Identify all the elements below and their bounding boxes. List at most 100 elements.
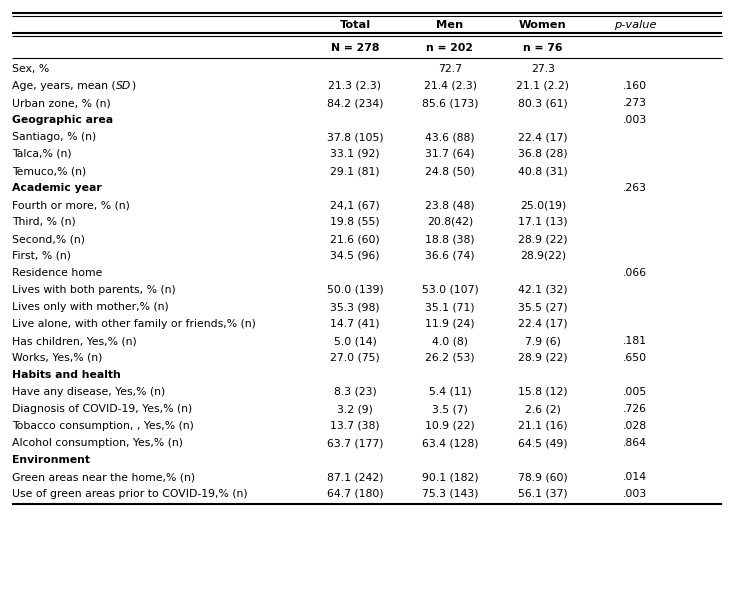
Text: 24.8 (50): 24.8 (50) — [425, 166, 475, 176]
Text: First, % (n): First, % (n) — [12, 251, 71, 261]
Text: Total: Total — [339, 20, 371, 30]
Text: Temuco,% (n): Temuco,% (n) — [12, 166, 87, 176]
Text: 28.9 (22): 28.9 (22) — [518, 234, 568, 244]
Text: .273: .273 — [623, 98, 647, 108]
Text: 20.8(42): 20.8(42) — [427, 217, 473, 227]
Text: 84.2 (234): 84.2 (234) — [327, 98, 383, 108]
Text: .066: .066 — [623, 268, 647, 278]
Text: .014: .014 — [623, 472, 647, 482]
Text: 25.0(19): 25.0(19) — [520, 200, 566, 210]
Text: Academic year: Academic year — [12, 183, 102, 193]
Text: 63.4 (128): 63.4 (128) — [422, 438, 479, 448]
Text: Have any disease, Yes,% (n): Have any disease, Yes,% (n) — [12, 387, 165, 397]
Text: Urban zone, % (n): Urban zone, % (n) — [12, 98, 111, 108]
Text: Tobacco consumption, , Yes,% (n): Tobacco consumption, , Yes,% (n) — [12, 421, 194, 431]
Text: .005: .005 — [623, 387, 647, 397]
Text: 21.1 (2.2): 21.1 (2.2) — [517, 81, 570, 91]
Text: 31.7 (64): 31.7 (64) — [425, 149, 475, 159]
Text: 78.9 (60): 78.9 (60) — [518, 472, 568, 482]
Text: Talca,% (n): Talca,% (n) — [12, 149, 72, 159]
Text: Santiago, % (n): Santiago, % (n) — [12, 132, 96, 142]
Text: .181: .181 — [623, 336, 647, 346]
Text: Second,% (n): Second,% (n) — [12, 234, 85, 244]
Text: Has children, Yes,% (n): Has children, Yes,% (n) — [12, 336, 137, 346]
Text: 87.1 (242): 87.1 (242) — [327, 472, 383, 482]
Text: 5.4 (11): 5.4 (11) — [429, 387, 471, 397]
Text: n = 76: n = 76 — [523, 43, 563, 53]
Text: N = 278: N = 278 — [331, 43, 379, 53]
Text: 42.1 (32): 42.1 (32) — [518, 285, 568, 295]
Text: .160: .160 — [623, 81, 647, 91]
Text: 36.8 (28): 36.8 (28) — [518, 149, 568, 159]
Text: Green areas near the home,% (n): Green areas near the home,% (n) — [12, 472, 195, 482]
Text: 28.9(22): 28.9(22) — [520, 251, 566, 261]
Text: 24,1 (67): 24,1 (67) — [330, 200, 380, 210]
Text: 3.5 (7): 3.5 (7) — [432, 404, 468, 414]
Text: 50.0 (139): 50.0 (139) — [327, 285, 383, 295]
Text: .028: .028 — [623, 421, 647, 431]
Text: Men: Men — [437, 20, 464, 30]
Text: Use of green areas prior to COVID-19,% (n): Use of green areas prior to COVID-19,% (… — [12, 489, 247, 499]
Text: 18.8 (38): 18.8 (38) — [425, 234, 475, 244]
Text: 40.8 (31): 40.8 (31) — [518, 166, 568, 176]
Text: .263: .263 — [623, 183, 647, 193]
Text: 15.8 (12): 15.8 (12) — [518, 387, 568, 397]
Text: 21.4 (2.3): 21.4 (2.3) — [424, 81, 476, 91]
Text: 7.9 (6): 7.9 (6) — [525, 336, 561, 346]
Text: 90.1 (182): 90.1 (182) — [422, 472, 479, 482]
Text: 63.7 (177): 63.7 (177) — [327, 438, 383, 448]
Text: 35.3 (98): 35.3 (98) — [330, 302, 379, 312]
Text: .003: .003 — [623, 489, 647, 499]
Text: 13.7 (38): 13.7 (38) — [330, 421, 379, 431]
Text: 37.8 (105): 37.8 (105) — [327, 132, 383, 142]
Text: 8.3 (23): 8.3 (23) — [334, 387, 377, 397]
Text: 29.1 (81): 29.1 (81) — [330, 166, 379, 176]
Text: 33.1 (92): 33.1 (92) — [330, 149, 379, 159]
Text: 11.9 (24): 11.9 (24) — [425, 319, 475, 329]
Text: SD: SD — [116, 81, 131, 91]
Text: 19.8 (55): 19.8 (55) — [330, 217, 379, 227]
Text: n = 202: n = 202 — [426, 43, 473, 53]
Text: .650: .650 — [623, 353, 647, 363]
Text: 36.6 (74): 36.6 (74) — [425, 251, 475, 261]
Text: .003: .003 — [623, 115, 647, 125]
Text: 56.1 (37): 56.1 (37) — [518, 489, 568, 499]
Text: 2.6 (2): 2.6 (2) — [525, 404, 561, 414]
Text: Residence home: Residence home — [12, 268, 102, 278]
Text: 72.7: 72.7 — [438, 64, 462, 74]
Text: 85.6 (173): 85.6 (173) — [422, 98, 479, 108]
Text: Third, % (n): Third, % (n) — [12, 217, 76, 227]
Text: 75.3 (143): 75.3 (143) — [422, 489, 479, 499]
Text: Diagnosis of COVID-19, Yes,% (n): Diagnosis of COVID-19, Yes,% (n) — [12, 404, 192, 414]
Text: Live alone, with other family or friends,% (n): Live alone, with other family or friends… — [12, 319, 256, 329]
Text: 64.5 (49): 64.5 (49) — [518, 438, 568, 448]
Text: 64.7 (180): 64.7 (180) — [327, 489, 383, 499]
Text: 14.7 (41): 14.7 (41) — [330, 319, 379, 329]
Text: 80.3 (61): 80.3 (61) — [518, 98, 568, 108]
Text: ): ) — [131, 81, 135, 91]
Text: Lives only with mother,% (n): Lives only with mother,% (n) — [12, 302, 169, 312]
Text: Alcohol consumption, Yes,% (n): Alcohol consumption, Yes,% (n) — [12, 438, 183, 448]
Text: 22.4 (17): 22.4 (17) — [518, 319, 568, 329]
Text: 27.3: 27.3 — [531, 64, 555, 74]
Text: Geographic area: Geographic area — [12, 115, 113, 125]
Text: 26.2 (53): 26.2 (53) — [425, 353, 475, 363]
Text: Fourth or more, % (n): Fourth or more, % (n) — [12, 200, 130, 210]
Text: p-value: p-value — [614, 20, 656, 30]
Text: 43.6 (88): 43.6 (88) — [425, 132, 475, 142]
Text: Women: Women — [519, 20, 567, 30]
Text: Works, Yes,% (n): Works, Yes,% (n) — [12, 353, 102, 363]
Text: Habits and health: Habits and health — [12, 370, 121, 380]
Text: 53.0 (107): 53.0 (107) — [421, 285, 479, 295]
Text: 10.9 (22): 10.9 (22) — [425, 421, 475, 431]
Text: Sex, %: Sex, % — [12, 64, 49, 74]
Text: 21.3 (2.3): 21.3 (2.3) — [329, 81, 382, 91]
Text: .864: .864 — [623, 438, 647, 448]
Text: .726: .726 — [623, 404, 647, 414]
Text: 35.5 (27): 35.5 (27) — [518, 302, 568, 312]
Text: 35.1 (71): 35.1 (71) — [425, 302, 475, 312]
Text: 27.0 (75): 27.0 (75) — [330, 353, 380, 363]
Text: 17.1 (13): 17.1 (13) — [518, 217, 568, 227]
Text: 5.0 (14): 5.0 (14) — [333, 336, 377, 346]
Text: 28.9 (22): 28.9 (22) — [518, 353, 568, 363]
